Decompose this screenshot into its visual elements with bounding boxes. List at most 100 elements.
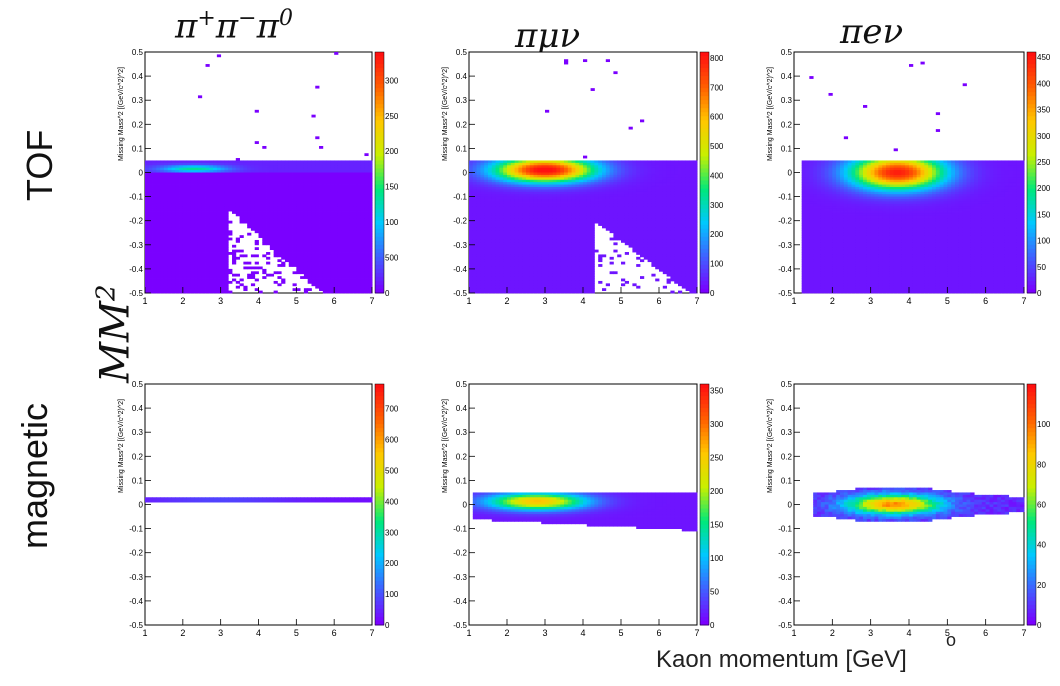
heatmap-cell (602, 254, 607, 258)
heatmap-cell (322, 225, 327, 229)
heatmap-cell (303, 264, 309, 267)
heatmap-cell (345, 249, 350, 253)
heatmap-cell (307, 215, 312, 219)
heatmap-cell (266, 184, 271, 188)
heatmap-cell (148, 237, 153, 241)
heatmap-cell (258, 230, 263, 234)
heatmap-cell (469, 288, 474, 291)
heatmap-cell (228, 170, 233, 173)
heatmap-cell (281, 239, 286, 243)
heatmap-cell (269, 235, 275, 238)
heatmap-cell (345, 165, 350, 169)
heatmap-cell (480, 223, 485, 226)
heatmap-cell (292, 167, 297, 171)
heatmap-cell (163, 273, 169, 277)
heatmap-cell (220, 213, 225, 217)
heatmap-cell (152, 160, 157, 164)
heatmap-cell (529, 208, 534, 212)
heatmap-cell (220, 203, 225, 207)
heatmap-cell (564, 206, 569, 210)
heatmap-cell (205, 208, 210, 212)
heatmap-cell (201, 162, 206, 166)
heatmap-cell (360, 203, 365, 207)
heatmap-cell (590, 215, 595, 219)
heatmap-cell (518, 283, 523, 287)
heatmap-cell (541, 235, 546, 238)
heatmap-cell (364, 160, 369, 164)
heatmap-cell (228, 271, 233, 275)
heatmap-cell (216, 182, 222, 185)
heatmap-cell (330, 223, 335, 226)
heatmap-cell (209, 276, 214, 279)
heatmap-cell (148, 213, 153, 217)
heatmap-cell (235, 196, 240, 200)
heatmap-cell (281, 162, 286, 166)
heatmap-cell (522, 179, 527, 183)
heatmap-cell (330, 232, 335, 236)
heatmap-cell (232, 206, 237, 210)
heatmap-cell (220, 218, 225, 222)
heatmap-cell (575, 211, 580, 214)
color-bar-segment (375, 56, 384, 61)
heatmap-cell (160, 211, 165, 214)
heatmap-cell (579, 199, 584, 202)
heatmap-cell (288, 235, 293, 238)
heatmap-cell (194, 249, 199, 253)
heatmap-cell (182, 230, 188, 234)
heatmap-cell (228, 184, 233, 188)
heatmap-cell (277, 165, 282, 169)
heatmap-cell (556, 242, 561, 246)
heatmap-cell (545, 276, 550, 279)
heatmap-cell (315, 177, 320, 181)
heatmap-cell (360, 280, 365, 284)
heatmap-cell (583, 179, 588, 183)
heatmap-cell (488, 177, 493, 181)
heatmap-cell (518, 290, 523, 294)
heatmap-cell (175, 194, 180, 197)
heatmap-cell (533, 172, 538, 176)
heatmap-cell (356, 215, 362, 219)
heatmap-cell (197, 237, 203, 241)
heatmap-cell (529, 186, 534, 190)
heatmap-cell (579, 235, 584, 238)
heatmap-cell (507, 268, 512, 272)
heatmap-cell (564, 201, 569, 205)
heatmap-cell (469, 172, 474, 176)
heatmap-cell (567, 252, 572, 255)
heatmap-cell (273, 191, 278, 195)
heatmap-cell (148, 218, 153, 222)
heatmap-cell (182, 208, 188, 212)
heatmap-cell (152, 256, 157, 260)
heatmap-cell (292, 160, 297, 164)
heatmap-cell (499, 288, 504, 291)
heatmap-cell (368, 264, 373, 267)
heatmap-cell (469, 203, 474, 207)
heatmap-cell (269, 201, 275, 205)
heatmap-cell (586, 278, 591, 282)
heatmap-cell (590, 273, 595, 277)
heatmap-cell (368, 211, 373, 214)
heatmap-cell (491, 196, 496, 200)
heatmap-cell (186, 199, 191, 202)
heatmap-cell (179, 232, 184, 236)
heatmap-cell (194, 259, 199, 263)
heatmap-cell (484, 242, 489, 246)
heatmap-cell (556, 280, 561, 284)
y-tick-label: -0.4 (129, 265, 143, 274)
heatmap-cell (239, 189, 244, 193)
heatmap-cell (583, 165, 588, 169)
heatmap-cell (148, 194, 153, 197)
heatmap-cell (288, 182, 293, 185)
heatmap-cell (353, 184, 358, 188)
heatmap-cell (160, 235, 165, 238)
heatmap-cell (205, 201, 210, 205)
color-bar-segment (375, 172, 384, 178)
heatmap-cell (541, 213, 546, 217)
heatmap-cell (175, 227, 180, 231)
heatmap-cell (364, 203, 369, 207)
heatmap-cell (209, 290, 214, 294)
heatmap-cell (560, 167, 565, 171)
heatmap-cell (480, 211, 485, 214)
color-bar-segment (375, 160, 384, 165)
heatmap-cell (353, 206, 358, 210)
